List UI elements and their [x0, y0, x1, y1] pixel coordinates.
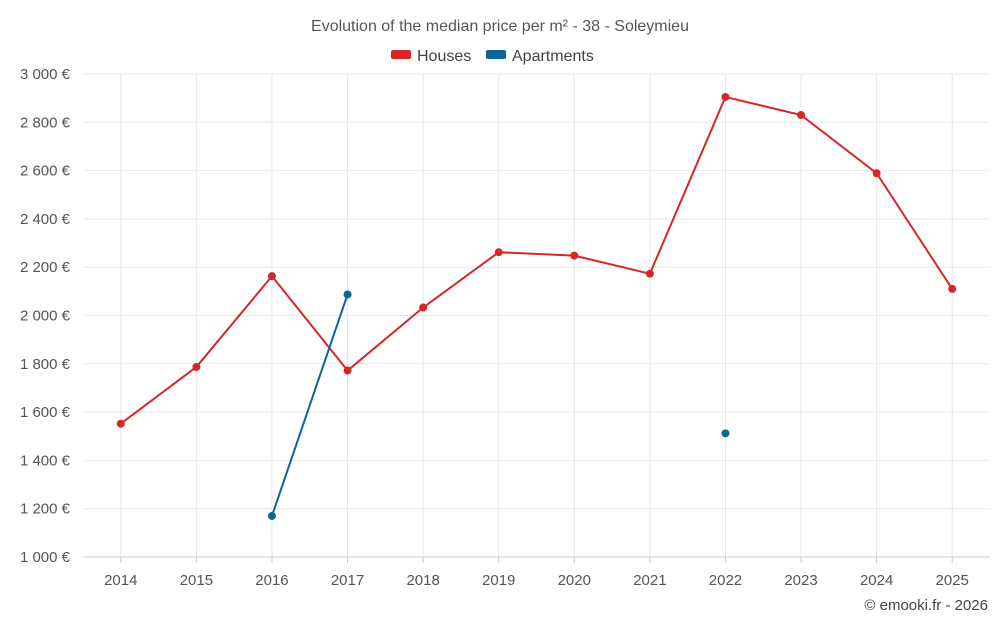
- data-point[interactable]: [192, 362, 201, 371]
- data-point[interactable]: [948, 284, 957, 293]
- legend[interactable]: Houses Apartments: [391, 48, 594, 65]
- y-tick-label: 1 800 €: [20, 356, 71, 373]
- data-point[interactable]: [721, 429, 730, 438]
- y-tick-label: 2 000 €: [20, 308, 71, 325]
- x-tick-label: 2019: [482, 572, 515, 589]
- legend-swatch: [486, 50, 506, 59]
- credit-text[interactable]: © emooki.fr - 2026: [864, 597, 988, 614]
- data-point[interactable]: [797, 111, 806, 120]
- series-apartments: [267, 290, 730, 520]
- axes: 1 000 € 1 200 € 1 400 € 1 600 € 1 800 € 2 000…: [20, 66, 990, 589]
- x-tick-label: 2025: [936, 572, 969, 589]
- x-tick-label: 2016: [255, 572, 288, 589]
- x-tick-label: 2014: [104, 572, 137, 589]
- series-line: [271, 294, 349, 517]
- data-point[interactable]: [721, 92, 730, 101]
- x-tick-label: 2018: [406, 572, 439, 589]
- legend-swatch: [391, 50, 411, 59]
- data-point[interactable]: [494, 248, 503, 257]
- data-point[interactable]: [116, 419, 125, 428]
- series-houses: [116, 92, 957, 428]
- y-tick-label: 3 000 €: [20, 66, 71, 83]
- x-tick-label: 2020: [558, 572, 591, 589]
- chart-title: Evolution of the median price per m² - 3…: [311, 18, 689, 35]
- y-tick-label: 1 200 €: [20, 501, 71, 518]
- x-tick-label: 2024: [860, 572, 893, 589]
- y-tick-label: 2 600 €: [20, 163, 71, 180]
- legend-label: Houses: [417, 48, 471, 65]
- y-tick-label: 1 400 €: [20, 452, 71, 469]
- x-tick-label: 2022: [709, 572, 742, 589]
- data-point[interactable]: [343, 290, 352, 299]
- x-tick-label: 2015: [180, 572, 213, 589]
- y-tick-label: 1 000 €: [20, 549, 71, 566]
- y-tick-label: 1 600 €: [20, 404, 71, 421]
- y-tick-label: 2 200 €: [20, 259, 71, 276]
- x-tick-label: 2017: [331, 572, 364, 589]
- legend-item-houses[interactable]: Houses: [391, 48, 471, 65]
- legend-label: Apartments: [512, 48, 594, 65]
- data-point[interactable]: [267, 511, 276, 520]
- data-point[interactable]: [267, 272, 276, 281]
- y-tick-label: 2 800 €: [20, 114, 71, 131]
- series-line: [120, 95, 954, 425]
- data-point[interactable]: [645, 269, 654, 278]
- data-point[interactable]: [343, 366, 352, 375]
- series-layer: [116, 92, 957, 520]
- data-point[interactable]: [570, 251, 579, 260]
- data-point[interactable]: [419, 303, 428, 312]
- legend-item-apartments[interactable]: Apartments: [486, 48, 594, 65]
- x-tick-label: 2023: [784, 572, 817, 589]
- y-tick-label: 2 400 €: [20, 211, 71, 228]
- grid: [83, 73, 990, 557]
- data-point[interactable]: [872, 169, 881, 178]
- x-tick-label: 2021: [633, 572, 666, 589]
